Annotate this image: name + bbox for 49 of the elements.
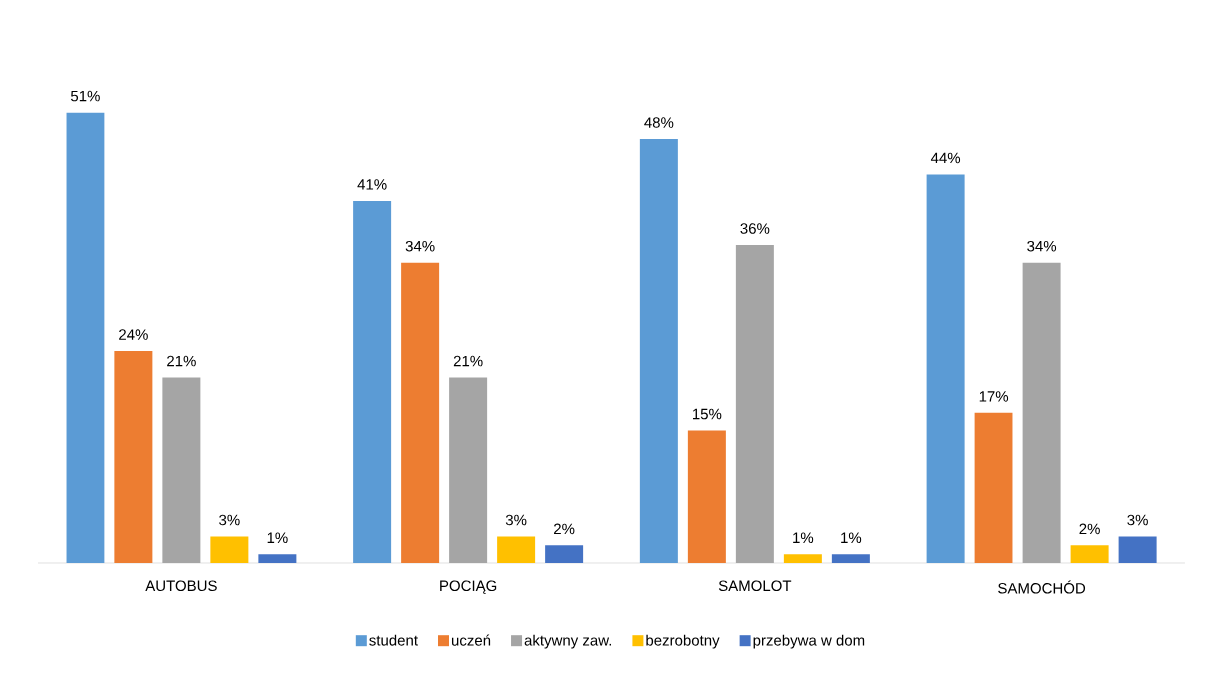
data-label: 48% [644,117,674,128]
legend-label: bezrobotny [646,634,720,649]
data-label: 44% [930,152,961,164]
bar [545,545,584,563]
data-label: 15% [693,408,722,420]
data-label: 34% [405,240,435,252]
bar [449,377,488,563]
x-tick-label: SAMOCHÓD [998,580,1086,594]
data-label: 1% [793,532,814,543]
bar [210,536,249,563]
bar [639,139,678,563]
bar [831,554,870,563]
bar [783,554,822,563]
bar [1118,536,1157,563]
data-label: 1% [267,532,288,543]
legend-label: aktywny zaw. [524,634,612,649]
bar [974,412,1013,563]
bar [401,262,440,563]
bar [1070,545,1109,563]
data-label: 41% [357,179,387,190]
data-label: 3% [505,514,527,526]
data-label: 2% [554,523,575,535]
legend-label: przebywa w dom [753,634,865,649]
x-tick-label: AUTOBUS [145,580,217,592]
data-label: 21% [453,355,483,367]
bar [258,554,297,563]
data-label: 24% [119,329,148,340]
bar [735,245,774,563]
data-label: 3% [1127,514,1148,526]
bar [162,377,201,563]
bar [114,351,153,563]
x-tick-label: SAMOLOT [718,580,792,592]
data-label: 3% [219,514,240,526]
bar [1022,262,1061,563]
data-label: 2% [1079,523,1100,535]
data-label: 17% [979,391,1009,402]
x-tick-label: POCIĄG [440,580,497,594]
bar [353,200,392,563]
data-label: 51% [70,90,100,102]
data-label: 34% [1027,240,1057,252]
bar [926,174,965,563]
data-label: 21% [167,355,196,367]
legend-label: student [369,634,418,646]
bar [66,112,105,563]
data-label: 1% [841,532,862,543]
data-label: 36% [740,223,770,234]
bar [687,430,726,563]
bar [497,536,536,563]
legend-label: uczeń [451,634,491,646]
